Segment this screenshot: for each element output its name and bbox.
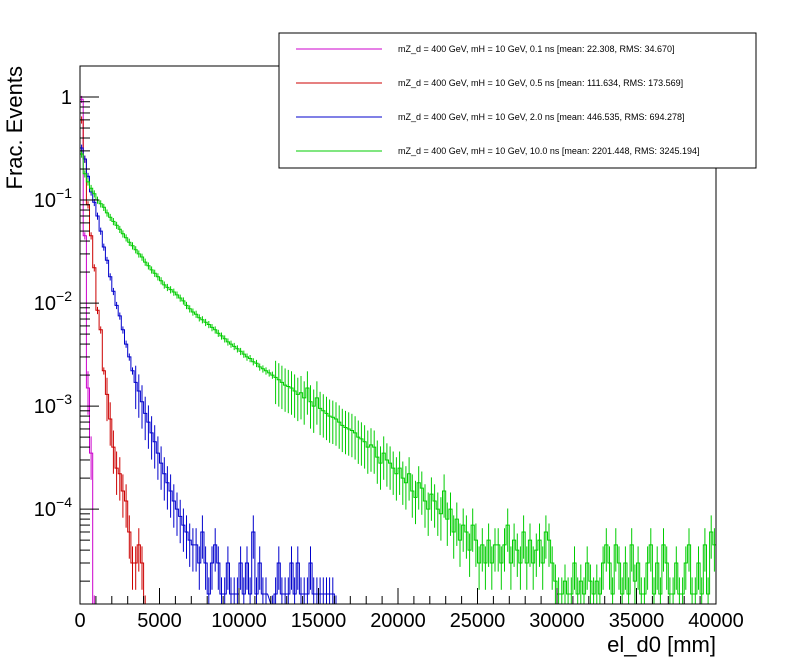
series-line-3 [80,153,716,595]
x-tick-label: 30000 [529,610,585,632]
x-tick-label: 15000 [291,610,347,632]
x-tick-label: 35000 [609,610,665,632]
y-tick-label: 10−3 [34,391,72,418]
y-axis-title: Frac. Events [2,66,27,189]
series-3 [80,150,716,604]
legend: mZ_d = 400 GeV, mH = 10 GeV, 0.1 ns [mea… [278,32,757,169]
legend-entries: mZ_d = 400 GeV, mH = 10 GeV, 0.1 ns [mea… [296,44,700,156]
legend-label-0: mZ_d = 400 GeV, mH = 10 GeV, 0.1 ns [mea… [398,44,675,54]
x-tick-label: 0 [74,610,85,632]
x-tick-label: 5000 [137,610,182,632]
series-2 [80,144,338,605]
x-tick-label: 20000 [370,610,426,632]
y-tick-label: 10−4 [34,494,72,521]
legend-label-2: mZ_d = 400 GeV, mH = 10 GeV, 2.0 ns [mea… [398,112,685,122]
legend-box [278,32,757,169]
series-1 [80,116,147,605]
x-tick-label: 40000 [688,610,744,632]
legend-label-3: mZ_d = 400 GeV, mH = 10 GeV, 10.0 ns [me… [398,146,700,156]
x-axis-title: el_d0 [mm] [607,632,716,657]
axis-layer: 0 5000 10000 15000 20000 25000 30000 35000 40000… [34,65,744,632]
x-tick-label: 25000 [450,610,506,632]
legend-label-1: mZ_d = 400 GeV, mH = 10 GeV, 0.5 ns [mea… [398,78,683,88]
y-tick-label: 10−1 [34,185,72,212]
x-tick-label: 10000 [211,610,267,632]
series-layer [80,95,716,605]
series-line-2 [80,147,338,605]
series-line-1 [80,119,147,605]
y-tick-label: 1 [61,87,72,109]
y-tick-label: 10−2 [34,288,72,315]
